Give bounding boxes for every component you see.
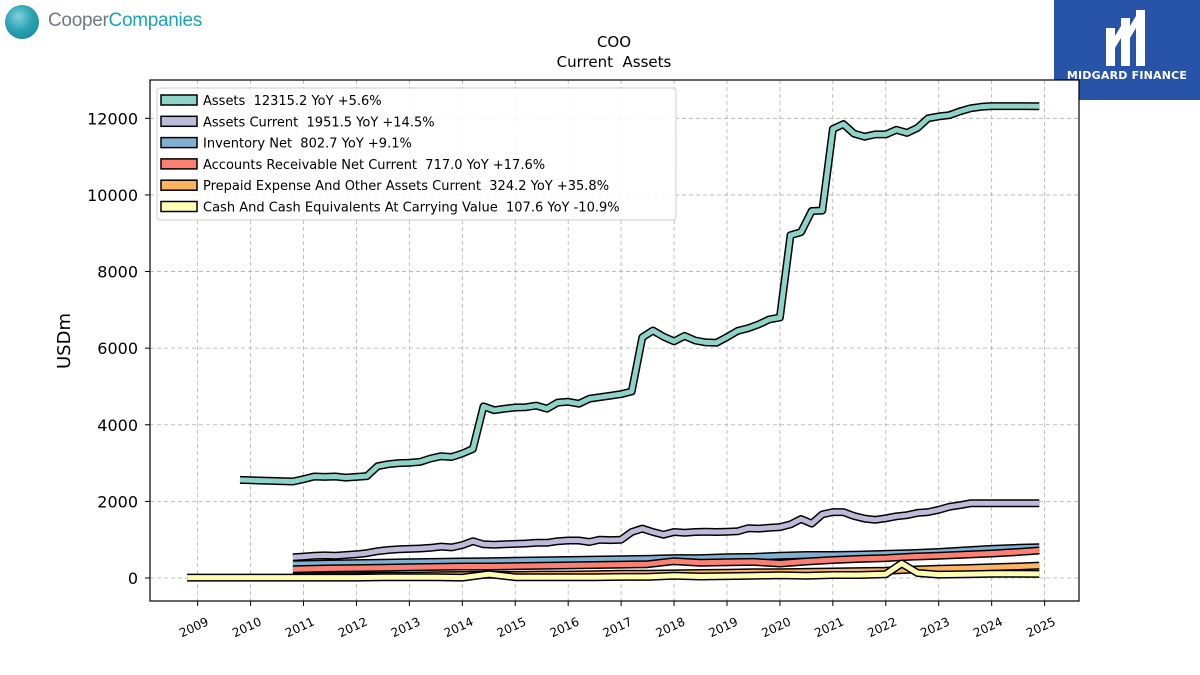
legend-label-2: Inventory Net 802.7 YoY +9.1% [203, 137, 412, 152]
y-tick-label: 4000 [97, 416, 138, 435]
x-tick-label: 2010 [230, 615, 264, 641]
midgard-finance-logo: MIDGARD FINANCE [1054, 0, 1200, 100]
series-layer [187, 102, 1040, 582]
legend-label-0: Assets 12315.2 YoY +5.6% [203, 94, 382, 109]
x-tick-label: 2018 [654, 615, 688, 641]
x-tick-label: 2015 [495, 615, 529, 641]
series-stroke [239, 103, 1040, 484]
legend-box [156, 87, 677, 221]
plot-frame [149, 79, 1080, 602]
x-tick-label: 2021 [812, 615, 846, 641]
series-0-line [239, 102, 1040, 486]
x-tick-label: 2019 [706, 615, 740, 641]
y-tick-label: 6000 [97, 339, 138, 358]
legend-swatch-3 [160, 158, 198, 170]
x-tick-label: 2009 [177, 615, 211, 641]
y-tick-label: 8000 [97, 263, 138, 282]
y-axis-label: USDm [54, 313, 75, 369]
x-tick-label: 2020 [759, 615, 793, 641]
cooper-logo-mark-icon [5, 5, 39, 39]
midgard-brand-text: MIDGARD FINANCE [1066, 69, 1188, 82]
x-tick-label: 2013 [389, 615, 423, 641]
x-tick-label: 2014 [442, 615, 476, 641]
midgard-monogram-icon [1106, 10, 1145, 66]
y-tick-label: 0 [128, 569, 138, 588]
legend-label-1: Assets Current 1951.5 YoY +14.5% [203, 115, 435, 130]
legend-label-3: Accounts Receivable Net Current 717.0 Yo… [203, 158, 545, 173]
legend: Assets 12315.2 YoY +5.6% Assets Current 1… [156, 87, 677, 221]
y-tick-label: 10000 [87, 186, 138, 205]
legend-swatch-2 [160, 136, 198, 149]
legend-swatch-0 [160, 94, 198, 106]
x-tick-label: 2023 [918, 615, 952, 641]
x-tick-label: 2011 [283, 615, 317, 641]
legend-label-5: Cash And Cash Equivalents At Carrying Va… [203, 201, 620, 216]
x-tick-label: 2022 [865, 615, 899, 641]
legend-swatch-1 [160, 115, 198, 128]
legend-swatch-4 [160, 179, 198, 191]
x-axis: 2009 2010 2011 2012 2013 2014 2015 2016 2017 2018… [177, 601, 1058, 640]
series-1-line [292, 499, 1040, 562]
series-stroke [292, 548, 1040, 572]
x-tick-label: 2017 [601, 615, 635, 641]
x-tick-label: 2016 [548, 615, 582, 641]
cooper-logo-wordmark: CooperCompanies [48, 10, 202, 32]
chart-subtitle: Current Assets [557, 53, 672, 71]
legend-swatch-5 [160, 200, 198, 213]
x-tick-label: 2024 [971, 615, 1005, 641]
logo-word-cooper: Cooper [48, 10, 109, 31]
series-stroke [292, 500, 1040, 560]
chart-title: COO [597, 33, 631, 51]
y-tick-label: 12000 [87, 109, 138, 128]
y-axis: 0 2000 4000 6000 8000 10000 12000 [87, 109, 150, 588]
series-5-line [187, 559, 1040, 582]
series-3-line [292, 546, 1040, 574]
logo-word-companies: Companies [108, 10, 203, 31]
x-tick-label: 2025 [1024, 615, 1058, 641]
cooper-companies-logo: CooperCompanies [0, 0, 202, 46]
series-stroke [187, 561, 1040, 581]
x-tick-label: 2012 [336, 615, 370, 641]
y-tick-label: 2000 [97, 492, 138, 511]
legend-label-4: Prepaid Expense And Other Assets Current… [203, 179, 609, 194]
